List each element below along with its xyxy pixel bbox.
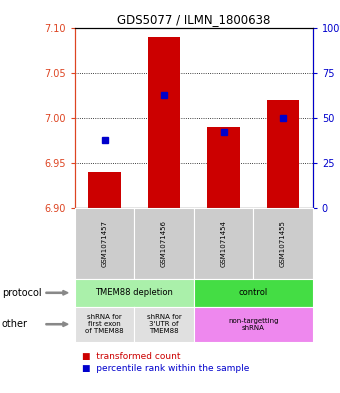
Text: protocol: protocol [2,288,41,298]
Text: non-targetting
shRNA: non-targetting shRNA [228,318,278,331]
Title: GDS5077 / ILMN_1800638: GDS5077 / ILMN_1800638 [117,13,271,26]
Text: other: other [2,319,28,329]
Bar [88,172,121,208]
Text: GSM1071456: GSM1071456 [161,220,167,267]
Text: GSM1071454: GSM1071454 [221,220,226,267]
Bar [148,37,181,208]
Text: control: control [239,288,268,297]
Bar [267,100,300,208]
Text: shRNA for
3'UTR of
TMEM88: shRNA for 3'UTR of TMEM88 [147,314,182,334]
Text: GSM1071455: GSM1071455 [280,220,286,267]
Text: ■  transformed count: ■ transformed count [82,352,180,361]
Text: ■  percentile rank within the sample: ■ percentile rank within the sample [82,364,249,373]
Text: TMEM88 depletion: TMEM88 depletion [95,288,173,297]
Bar [207,127,240,208]
Text: shRNA for
first exon
of TMEM88: shRNA for first exon of TMEM88 [85,314,124,334]
Text: GSM1071457: GSM1071457 [102,220,107,267]
